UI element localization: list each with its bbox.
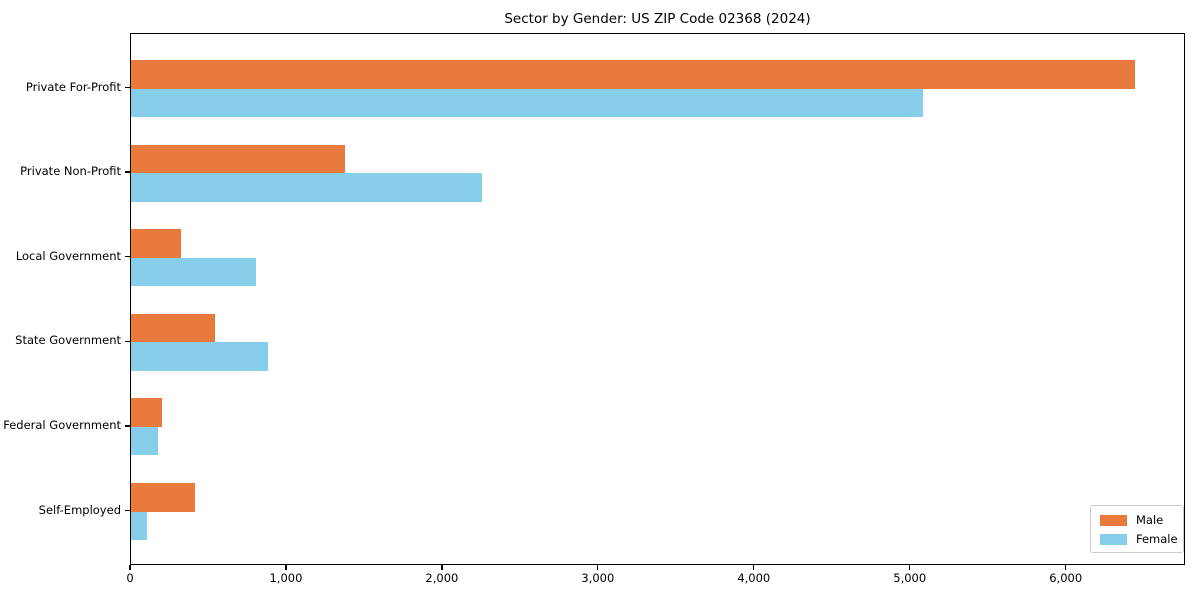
legend-swatch-male bbox=[1100, 514, 1127, 526]
x-tick-label: 5,000 bbox=[893, 571, 927, 585]
x-tick-label: 4,000 bbox=[737, 571, 771, 585]
legend-label-female: Female bbox=[1136, 532, 1178, 546]
y-tick-label: Private Non-Profit bbox=[20, 164, 121, 179]
x-tick-mark bbox=[597, 565, 599, 570]
x-tick-mark bbox=[285, 565, 287, 570]
x-tick-mark bbox=[441, 565, 443, 570]
y-tick-mark bbox=[125, 171, 130, 173]
y-tick-label: Self-Employed bbox=[38, 502, 121, 517]
y-tick-label: State Government bbox=[15, 333, 121, 348]
y-tick-mark bbox=[125, 340, 130, 342]
x-tick-mark bbox=[129, 565, 131, 570]
x-tick-label: 1,000 bbox=[269, 571, 303, 585]
legend-label-male: Male bbox=[1136, 513, 1164, 527]
bar-female-1 bbox=[131, 173, 482, 202]
bar-male-0 bbox=[131, 60, 1136, 89]
x-tick-mark bbox=[1065, 565, 1067, 570]
legend-swatch-female bbox=[1100, 533, 1127, 545]
y-tick-label: Federal Government bbox=[3, 417, 121, 432]
bar-female-3 bbox=[131, 342, 269, 371]
x-tick-mark bbox=[753, 565, 755, 570]
bar-female-0 bbox=[131, 88, 924, 117]
bar-male-1 bbox=[131, 144, 345, 174]
bar-female-4 bbox=[131, 426, 158, 456]
bar-female-2 bbox=[131, 257, 256, 287]
legend: Male Female bbox=[1090, 505, 1184, 553]
x-tick-label: 6,000 bbox=[1049, 571, 1083, 585]
x-tick-label: 3,000 bbox=[581, 571, 615, 585]
x-tick-mark bbox=[909, 565, 911, 570]
legend-item-male: Male bbox=[1100, 513, 1175, 527]
y-tick-label: Private For-Profit bbox=[25, 79, 121, 94]
y-tick-mark bbox=[125, 86, 130, 89]
bar-male-4 bbox=[131, 398, 163, 427]
bar-female-5 bbox=[131, 511, 147, 540]
chart-title: Sector by Gender: US ZIP Code 02368 (202… bbox=[504, 11, 811, 27]
y-tick-mark bbox=[125, 425, 130, 427]
x-tick-label: 2,000 bbox=[425, 571, 459, 585]
bar-male-3 bbox=[131, 313, 216, 343]
y-tick-mark bbox=[125, 509, 130, 512]
bar-male-5 bbox=[131, 483, 195, 512]
x-tick-label: 0 bbox=[126, 571, 134, 585]
y-tick-mark bbox=[125, 256, 130, 258]
plot-area bbox=[130, 33, 1185, 565]
legend-item-female: Female bbox=[1100, 532, 1178, 546]
bar-male-2 bbox=[131, 229, 181, 258]
y-tick-label: Local Government bbox=[15, 248, 121, 263]
